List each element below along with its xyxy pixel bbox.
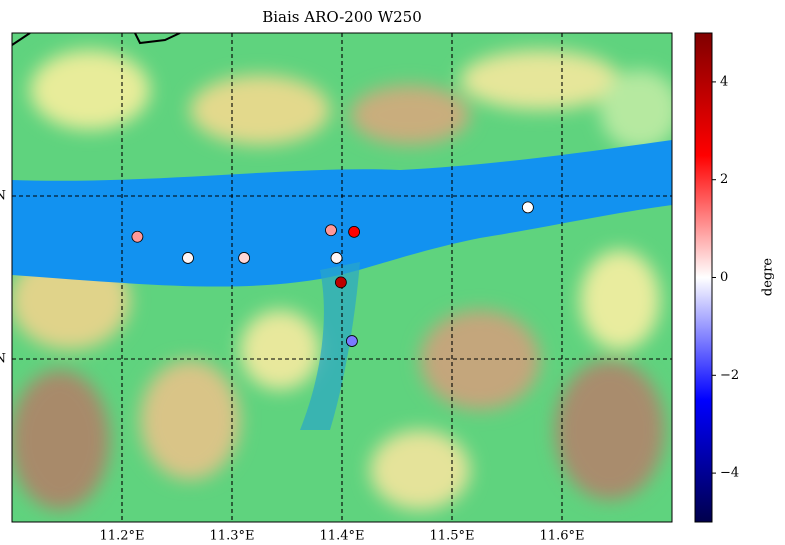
map-figure: Biais ARO-200 W250 degre 11.2°E 11.3°E 11.…: [0, 0, 785, 545]
x-tick-label: 11.6°E: [540, 529, 585, 544]
station-point: [522, 202, 533, 213]
x-tick-label: 11.5°E: [430, 529, 475, 544]
station-point: [335, 277, 346, 288]
station-point: [331, 252, 342, 263]
station-point: [132, 231, 143, 242]
colorbar-tick-label: 0: [720, 270, 728, 285]
y-tick-label: 47.3°N: [0, 189, 6, 204]
y-tick-label: 47.2°N: [0, 352, 6, 367]
colorbar-tick-label: −2: [720, 368, 739, 383]
chart-title: Biais ARO-200 W250: [262, 8, 422, 26]
colorbar-tick-label: 4: [720, 74, 728, 89]
colorbar: [695, 33, 712, 522]
x-tick-label: 11.4°E: [320, 529, 365, 544]
colorbar-label: degre: [761, 258, 776, 297]
terrain: [10, 33, 680, 522]
colorbar-tick-label: 2: [720, 172, 728, 187]
station-point: [239, 252, 250, 263]
station-point: [183, 252, 194, 263]
x-tick-label: 11.3°E: [210, 529, 255, 544]
station-point: [349, 226, 360, 237]
station-point: [326, 225, 337, 236]
x-tick-label: 11.2°E: [100, 529, 145, 544]
station-point: [346, 336, 357, 347]
colorbar-tick-label: −4: [720, 466, 739, 481]
